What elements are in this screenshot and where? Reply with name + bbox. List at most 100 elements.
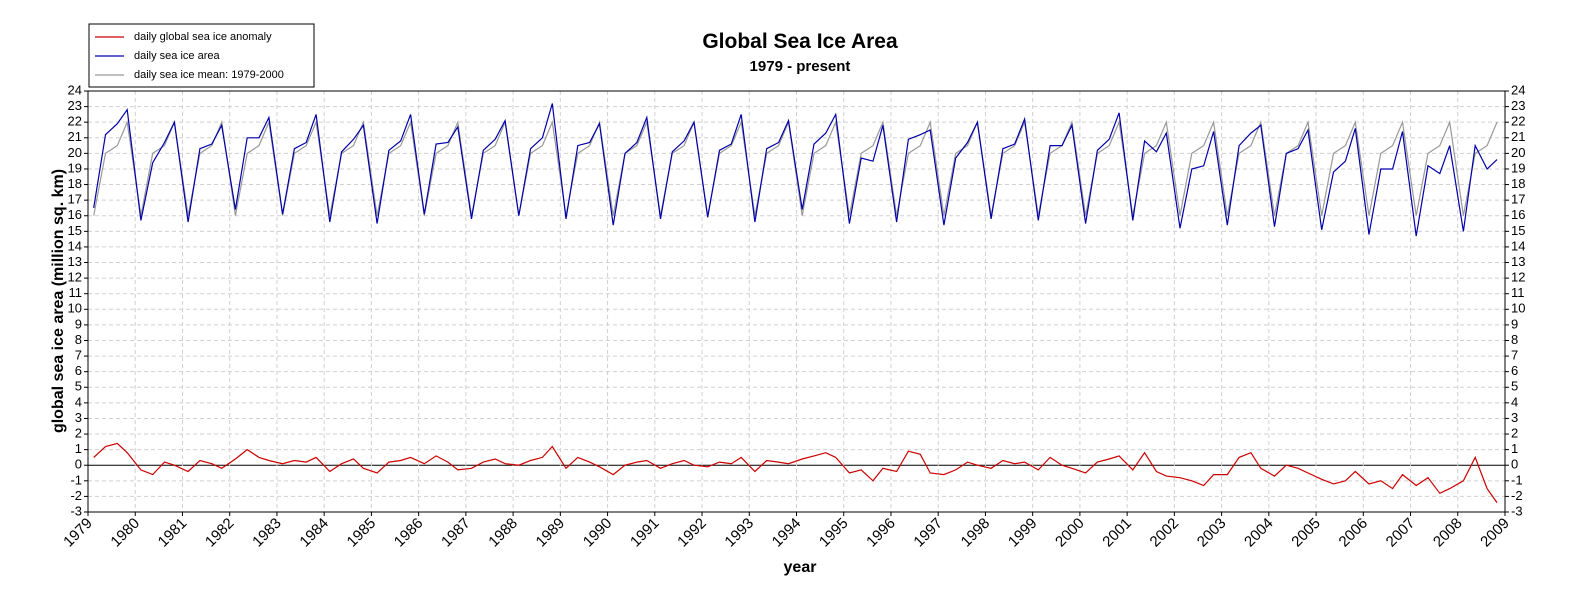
x-tick-label: 1984 bbox=[296, 515, 332, 551]
legend-label: daily global sea ice anomaly bbox=[134, 31, 272, 43]
y-tick-label: 9 bbox=[75, 316, 82, 331]
x-tick-label: 1985 bbox=[344, 515, 380, 551]
y-tick-label: 0 bbox=[75, 457, 82, 472]
y2-tick-label: 18 bbox=[1511, 176, 1525, 191]
y2-tick-label: 12 bbox=[1511, 270, 1525, 285]
y-tick-label: 11 bbox=[69, 285, 83, 300]
y2-tick-label: 15 bbox=[1511, 223, 1525, 238]
y2-tick-label: 2 bbox=[1511, 425, 1518, 440]
x-tick-label: 2004 bbox=[1241, 515, 1277, 551]
x-tick-label: 1988 bbox=[485, 515, 521, 551]
y-tick-label: 18 bbox=[68, 176, 82, 191]
x-tick-label: 2007 bbox=[1383, 515, 1419, 551]
y-tick-label: 22 bbox=[68, 114, 82, 129]
chart-subtitle: 1979 - present bbox=[750, 58, 851, 75]
series-line bbox=[93, 442, 1498, 503]
x-tick-label: 1983 bbox=[249, 515, 285, 551]
y2-tick-label: 13 bbox=[1511, 254, 1525, 269]
x-tick-label: 1990 bbox=[580, 515, 616, 551]
y-tick-label: 5 bbox=[75, 379, 82, 394]
y2-tick-label: 4 bbox=[1511, 394, 1518, 409]
chart-title: Global Sea Ice Area bbox=[702, 30, 898, 53]
legend-label: daily sea ice mean: 1979-2000 bbox=[134, 69, 284, 81]
x-tick-label: 1979 bbox=[60, 515, 96, 551]
x-tick-label: 1996 bbox=[863, 515, 899, 551]
x-tick-label: 1989 bbox=[533, 515, 569, 551]
y2-tick-label: 20 bbox=[1511, 145, 1525, 160]
y-tick-label: 6 bbox=[75, 363, 82, 378]
x-tick-label: 2006 bbox=[1336, 515, 1372, 551]
y-tick-label: 1 bbox=[75, 441, 82, 456]
y2-tick-label: 1 bbox=[1511, 441, 1518, 456]
x-tick-label: 1980 bbox=[107, 515, 143, 551]
y2-tick-label: 16 bbox=[1511, 207, 1525, 222]
y-tick-label: 20 bbox=[68, 145, 82, 160]
x-tick-label: 1997 bbox=[910, 515, 946, 551]
y2-tick-label: 17 bbox=[1511, 192, 1525, 207]
y2-tick-label: 0 bbox=[1511, 457, 1518, 472]
y-axis-title: global sea ice area (million sq. km) bbox=[50, 169, 67, 433]
legend-label: daily sea ice area bbox=[134, 50, 220, 62]
y-tick-label: -1 bbox=[70, 472, 82, 487]
y-tick-label: 16 bbox=[68, 207, 82, 222]
y-tick-label: 3 bbox=[75, 410, 82, 425]
x-tick-label: 1995 bbox=[816, 515, 852, 551]
y-tick-label: 17 bbox=[68, 192, 82, 207]
y-tick-label: 8 bbox=[75, 332, 82, 347]
x-tick-label: 2000 bbox=[1052, 515, 1088, 551]
x-tick-label: 1982 bbox=[202, 515, 238, 551]
y2-tick-label: 7 bbox=[1511, 348, 1518, 363]
y2-tick-label: -2 bbox=[1511, 488, 1523, 503]
x-axis-title: year bbox=[784, 559, 817, 576]
y2-tick-label: 10 bbox=[1511, 301, 1525, 316]
y-tick-label: 12 bbox=[68, 270, 82, 285]
y2-tick-label: 5 bbox=[1511, 379, 1518, 394]
y2-tick-label: 14 bbox=[1511, 238, 1525, 253]
y-tick-label: 15 bbox=[68, 223, 82, 238]
x-tick-label: 1981 bbox=[155, 515, 191, 551]
y2-tick-label: 3 bbox=[1511, 410, 1518, 425]
x-tick-label: 1998 bbox=[958, 515, 994, 551]
y2-tick-label: 6 bbox=[1511, 363, 1518, 378]
y2-tick-label: 22 bbox=[1511, 114, 1525, 129]
y-tick-label: 14 bbox=[68, 238, 82, 253]
x-tick-label: 2009 bbox=[1477, 515, 1513, 551]
y-tick-label: 23 bbox=[68, 98, 82, 113]
x-tick-label: 2001 bbox=[1099, 515, 1135, 551]
x-tick-label: 2003 bbox=[1194, 515, 1230, 551]
y2-tick-label: 23 bbox=[1511, 98, 1525, 113]
x-tick-label: 2002 bbox=[1147, 515, 1183, 551]
y-tick-label: 13 bbox=[68, 254, 82, 269]
y-tick-label: -2 bbox=[70, 488, 82, 503]
y2-tick-label: 9 bbox=[1511, 316, 1518, 331]
x-tick-label: 1992 bbox=[674, 515, 710, 551]
x-tick-label: 1994 bbox=[769, 515, 805, 551]
x-tick-label: 2005 bbox=[1288, 515, 1324, 551]
y-tick-label: 21 bbox=[68, 129, 82, 144]
y2-tick-label: -1 bbox=[1511, 472, 1523, 487]
x-tick-label: 2008 bbox=[1430, 515, 1466, 551]
y2-tick-label: 21 bbox=[1511, 129, 1525, 144]
y-tick-label: -3 bbox=[70, 503, 82, 518]
y-tick-label: 7 bbox=[75, 348, 82, 363]
y2-tick-label: 19 bbox=[1511, 160, 1525, 175]
y-tick-label: 19 bbox=[68, 160, 82, 175]
y-tick-label: 4 bbox=[75, 394, 82, 409]
y2-tick-label: 24 bbox=[1511, 82, 1525, 97]
y-tick-label: 24 bbox=[68, 82, 82, 97]
y2-tick-label: -3 bbox=[1511, 503, 1523, 518]
legend-box bbox=[88, 23, 315, 88]
legend: daily global sea ice anomaly daily sea ic… bbox=[88, 23, 315, 88]
y-tick-label: 10 bbox=[68, 301, 82, 316]
plot-frame bbox=[87, 90, 1506, 513]
x-tick-label: 1986 bbox=[391, 515, 427, 551]
y2-tick-label: 11 bbox=[1511, 285, 1525, 300]
y2-tick-label: 8 bbox=[1511, 332, 1518, 347]
x-tick-label: 1999 bbox=[1005, 515, 1041, 551]
x-tick-label: 1991 bbox=[627, 515, 663, 551]
x-tick-label: 1987 bbox=[438, 515, 474, 551]
y-tick-label: 2 bbox=[75, 425, 82, 440]
x-tick-label: 1993 bbox=[721, 515, 757, 551]
series-line bbox=[93, 103, 1498, 237]
